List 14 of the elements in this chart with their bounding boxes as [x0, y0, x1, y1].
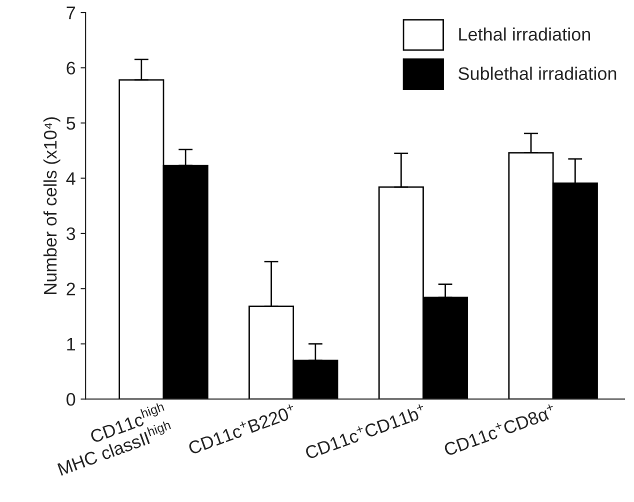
- x-tick-label: CD11c$^{+}$B220$^{+}$: [187, 403, 297, 455]
- y-tick-label: 3: [66, 227, 76, 240]
- y-tick-label: 1: [67, 338, 75, 350]
- x-tick-label: CD11c$^{+}$CD8α$^{+}$: [442, 403, 556, 456]
- y-tick-label: 7: [66, 6, 75, 20]
- x-tick-label: CD11c$^{+}$CD11b$^{+}$: [304, 403, 427, 460]
- y-axis-title: Number of cells (x10⁴): [43, 117, 60, 294]
- y-tick-label: 6: [66, 62, 76, 74]
- legend-label: Lethal irradiation: [459, 27, 590, 41]
- y-tick-label: 4: [66, 172, 76, 185]
- y-tick-label: 5: [66, 117, 76, 130]
- legend-label: Sublethal irradiation: [458, 66, 616, 80]
- y-tick-label: 2: [66, 282, 75, 296]
- y-tick-label: 0: [66, 393, 76, 406]
